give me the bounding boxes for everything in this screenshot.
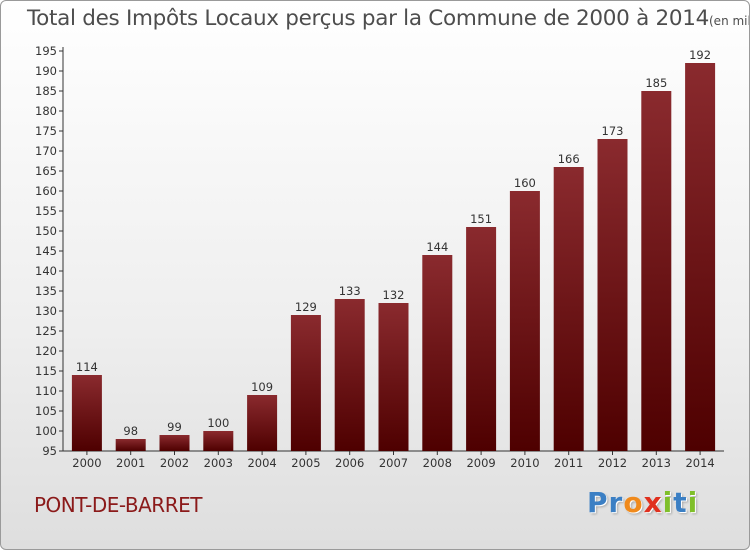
y-tick-label: 100 — [35, 424, 57, 438]
y-tick-label: 95 — [42, 444, 57, 458]
y-tick-label: 130 — [35, 304, 57, 318]
y-tick-label: 120 — [35, 344, 57, 358]
y-tick-label: 115 — [35, 364, 57, 378]
y-tick-label: 145 — [35, 244, 57, 258]
bar-2009 — [466, 227, 497, 451]
x-tick-label: 2010 — [510, 456, 539, 470]
bar-2002 — [159, 435, 190, 451]
x-tick-label: 2004 — [247, 456, 276, 470]
y-tick-label: 110 — [35, 384, 57, 398]
chart-labels: 114 98 99 100 109 129 133 132 144 151 160 166 173 185… — [76, 48, 711, 438]
bar-2000 — [71, 375, 102, 451]
bar-2004 — [247, 395, 278, 451]
bar-value-label: 151 — [470, 212, 492, 226]
bar-2003 — [203, 431, 234, 451]
bar-value-label: 185 — [645, 76, 667, 90]
y-tick-label: 165 — [35, 164, 57, 178]
y-tick-label: 105 — [35, 404, 57, 418]
bar-value-label: 109 — [251, 380, 273, 394]
bar-value-label: 133 — [339, 284, 361, 298]
bar-2011 — [553, 167, 584, 451]
bar-value-label: 100 — [207, 416, 229, 430]
proxiti-logo: Proxiti — [587, 486, 698, 519]
bar-2005 — [290, 315, 321, 451]
commune-name: PONT-DE-BARRET — [34, 493, 202, 517]
y-tick-label: 175 — [35, 124, 57, 138]
x-tick-label: 2013 — [642, 456, 671, 470]
x-tick-label: 2008 — [423, 456, 452, 470]
x-tick-label: 2007 — [379, 456, 408, 470]
chart-title: Total des Impôts Locaux perçus par la Co… — [27, 6, 749, 31]
x-tick-label: 2014 — [685, 456, 714, 470]
logo-letter: t — [673, 486, 688, 519]
x-tick-label: 2005 — [291, 456, 320, 470]
y-tick-label: 155 — [35, 204, 57, 218]
bar-value-label: 98 — [123, 424, 138, 438]
y-tick-label: 185 — [35, 84, 57, 98]
logo-letter: P — [587, 486, 609, 519]
chart-title-text: Total des Impôts Locaux perçus par la Co… — [27, 6, 709, 31]
bar-2007 — [378, 303, 409, 451]
x-tick-label: 2001 — [116, 456, 145, 470]
logo-letter: i — [687, 486, 699, 519]
bar-2012 — [597, 139, 628, 451]
x-tick-label: 2011 — [554, 456, 583, 470]
y-tick-label: 195 — [35, 44, 57, 58]
x-tick-label: 2000 — [72, 456, 101, 470]
bar-2006 — [334, 299, 365, 451]
bar-value-label: 160 — [514, 176, 536, 190]
y-tick-label: 160 — [35, 184, 57, 198]
bar-2014 — [685, 63, 716, 451]
bar-value-label: 132 — [383, 288, 405, 302]
x-tick-label: 2009 — [466, 456, 495, 470]
chart-bars — [71, 63, 716, 451]
bar-value-label: 99 — [167, 420, 182, 434]
x-tick-label: 2012 — [598, 456, 627, 470]
x-tick-label: 2002 — [160, 456, 189, 470]
bar-2013 — [641, 91, 672, 451]
bar-2001 — [115, 439, 146, 451]
bar-value-label: 166 — [558, 152, 580, 166]
bar-value-label: 114 — [76, 360, 98, 374]
chart-unit-label: (en milliers d'€) — [709, 14, 749, 28]
bar-value-label: 192 — [689, 48, 711, 62]
x-tick-label: 2003 — [204, 456, 233, 470]
y-tick-label: 140 — [35, 264, 57, 278]
y-tick-label: 150 — [35, 224, 57, 238]
y-tick-label: 135 — [35, 284, 57, 298]
y-tick-label: 125 — [35, 324, 57, 338]
x-tick-label: 2006 — [335, 456, 364, 470]
bar-value-label: 173 — [602, 124, 624, 138]
logo-letter: x — [643, 486, 663, 519]
bar-value-label: 129 — [295, 300, 317, 314]
bar-2008 — [422, 255, 453, 451]
y-tick-label: 180 — [35, 104, 57, 118]
bar-value-label: 144 — [426, 240, 448, 254]
y-tick-label: 190 — [35, 64, 57, 78]
logo-letter: i — [662, 486, 674, 519]
y-tick-label: 170 — [35, 144, 57, 158]
bar-2010 — [509, 191, 540, 451]
logo-letter: r — [608, 486, 624, 519]
logo-letter: o — [623, 486, 644, 519]
chart-axes: 95 100 105 110 115 120 125 130 135 140 145 150 155 16… — [35, 44, 724, 470]
